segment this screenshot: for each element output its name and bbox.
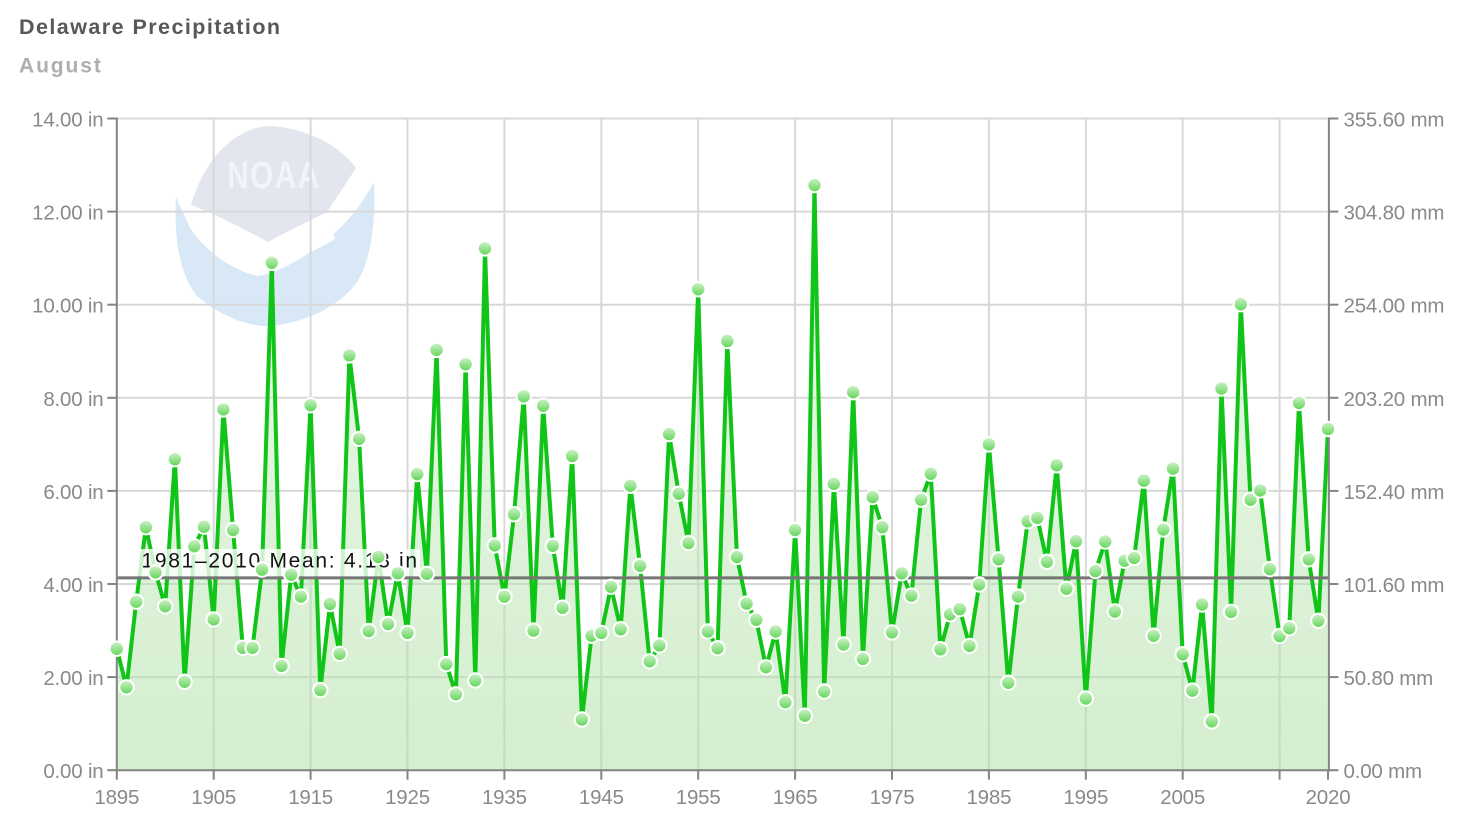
- svg-text:4.00 in: 4.00 in: [43, 574, 103, 597]
- svg-text:2.00 in: 2.00 in: [43, 667, 103, 690]
- svg-text:355.60 mm: 355.60 mm: [1344, 109, 1445, 132]
- svg-text:2020: 2020: [1306, 786, 1351, 809]
- svg-text:1981–2010 Mean: 4.13 in: 1981–2010 Mean: 4.13 in: [142, 549, 419, 572]
- svg-text:8.00 in: 8.00 in: [43, 388, 103, 411]
- svg-text:1955: 1955: [676, 786, 721, 809]
- svg-text:152.40 mm: 152.40 mm: [1344, 481, 1445, 504]
- svg-text:1995: 1995: [1063, 786, 1108, 809]
- svg-text:1945: 1945: [579, 786, 624, 809]
- svg-text:1905: 1905: [191, 786, 236, 809]
- svg-text:101.60 mm: 101.60 mm: [1344, 574, 1445, 597]
- svg-text:14.00 in: 14.00 in: [32, 109, 103, 132]
- svg-text:6.00 in: 6.00 in: [43, 481, 103, 504]
- svg-text:1895: 1895: [94, 786, 139, 809]
- svg-text:1935: 1935: [482, 786, 527, 809]
- svg-text:Delaware Precipitation: Delaware Precipitation: [19, 15, 282, 39]
- svg-text:August: August: [19, 55, 103, 78]
- svg-text:NOAA: NOAA: [227, 155, 320, 197]
- svg-text:254.00 mm: 254.00 mm: [1344, 295, 1445, 318]
- svg-text:1925: 1925: [385, 786, 430, 809]
- svg-text:1915: 1915: [288, 786, 333, 809]
- svg-text:1975: 1975: [870, 786, 915, 809]
- svg-text:10.00 in: 10.00 in: [32, 295, 103, 318]
- svg-text:2005: 2005: [1160, 786, 1205, 809]
- svg-text:12.00 in: 12.00 in: [32, 202, 103, 225]
- svg-text:203.20 mm: 203.20 mm: [1344, 388, 1445, 411]
- svg-text:304.80 mm: 304.80 mm: [1344, 202, 1445, 225]
- svg-text:0.00 mm: 0.00 mm: [1344, 760, 1422, 783]
- svg-text:1985: 1985: [966, 786, 1011, 809]
- svg-text:1965: 1965: [773, 786, 818, 809]
- svg-text:0.00 in: 0.00 in: [43, 760, 103, 783]
- svg-text:50.80 mm: 50.80 mm: [1344, 667, 1434, 690]
